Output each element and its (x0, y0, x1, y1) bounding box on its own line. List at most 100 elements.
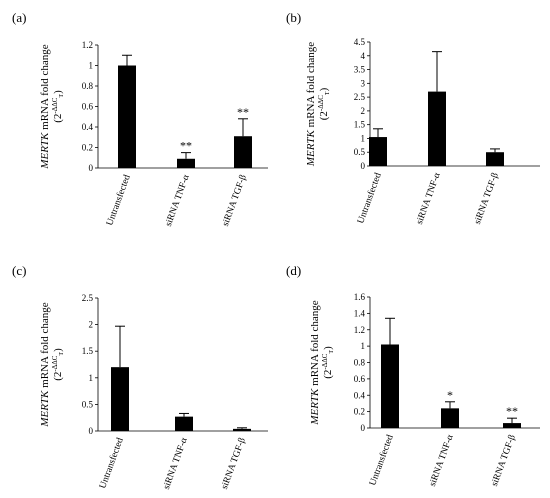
bar (428, 91, 446, 166)
bar (111, 367, 129, 431)
y-tick-label: 1.5 (82, 346, 94, 356)
y-tick-label: 1 (89, 61, 94, 71)
y-tick-label: 1 (361, 341, 366, 351)
y-axis-label: MERTK mRNA fold change (309, 300, 321, 425)
y-tick-label: 1 (361, 133, 366, 143)
formula-base: (2 (52, 114, 64, 123)
formula-close: ) (322, 346, 334, 350)
panel-label: (a) (12, 10, 26, 25)
y-axis-text: mRNA fold change (39, 302, 51, 390)
panel-label: (c) (12, 263, 26, 278)
bar (381, 344, 399, 428)
y-axis-label: MERTK mRNA fold change (39, 302, 51, 427)
formula-exponent: -ΔΔC (51, 97, 59, 113)
formula-exponent: -ΔΔC (317, 95, 325, 111)
bar (233, 428, 251, 431)
y-tick-label: 0.5 (82, 399, 94, 409)
y-tick-label: 0 (361, 423, 366, 433)
category-label: siRNA TNF-α (164, 174, 192, 228)
y-tick-label: 4 (361, 51, 366, 61)
chart-panel-4: (d) 0 0.2 0.4 0.6 0.8 1 1.2 1.4 1.6 Untransfected *… (286, 263, 540, 488)
formula-base: (2 (322, 370, 334, 379)
y-tick-label: 0.4 (82, 122, 94, 132)
y-tick-label: 1.5 (354, 120, 366, 130)
formula-close: ) (52, 348, 64, 352)
y-tick-label: 0.6 (354, 374, 366, 384)
bar (486, 152, 504, 166)
y-tick-label: 1.2 (82, 40, 93, 50)
category-label: siRNA TGF-β (490, 433, 518, 487)
formula-subscript: T (59, 352, 65, 356)
chart-panel-3: (c) 0 0.5 1 1.5 2 2.5 Untransfected siRNA TNF-α s… (12, 263, 268, 491)
category-label: siRNA TNF-α (428, 434, 456, 488)
category-label: Untransfected (104, 173, 133, 227)
category-label: siRNA TNF-α (415, 172, 443, 226)
y-tick-label: 2.5 (354, 92, 366, 102)
category-label: siRNA TGF-β (221, 173, 249, 227)
y-tick-label: 0.6 (82, 102, 94, 112)
formula-close: ) (318, 87, 330, 91)
y-tick-label: 2 (361, 106, 366, 116)
y-tick-label: 1.4 (354, 308, 366, 318)
formula-exponent: -ΔΔC (51, 355, 59, 371)
formula-subscript: T (59, 94, 65, 98)
y-axis-gene: MERTK (305, 129, 317, 167)
chart-panel-2: (b) 0 0.5 1 1.5 2 2.5 3 3.5 4 4.5 Untransfected siRN… (286, 10, 540, 226)
significance-marker: ** (237, 105, 249, 119)
y-axis-text: mRNA fold change (39, 44, 51, 132)
y-tick-label: 2 (89, 320, 94, 330)
formula-exponent: -ΔΔC (321, 353, 329, 369)
significance-marker: * (447, 388, 453, 402)
bar (118, 65, 136, 168)
y-tick-label: 0.5 (354, 147, 366, 157)
formula-base: (2 (318, 111, 330, 120)
bar (441, 408, 459, 428)
formula-close: ) (52, 90, 64, 94)
y-tick-label: 1 (89, 373, 94, 383)
category-label: Untransfected (355, 171, 384, 225)
y-axis-formula: (2-ΔΔCT) (321, 346, 335, 379)
y-axis-formula: (2-ΔΔCT) (317, 87, 331, 120)
y-tick-label: 0.2 (354, 407, 365, 417)
y-axis-label: MERTK mRNA fold change (305, 42, 317, 167)
category-label: siRNA TGF-β (473, 171, 501, 225)
bar (503, 423, 521, 428)
y-tick-label: 0.2 (82, 143, 93, 153)
y-tick-label: 0 (89, 163, 94, 173)
chart-panel-1: (a) 0 0.2 0.4 0.6 0.8 1 1.2 Untransfected ** siRNA… (12, 10, 268, 228)
y-axis-formula: (2-ΔΔCT) (51, 90, 65, 123)
panel-label: (b) (286, 10, 301, 25)
y-tick-label: 4.5 (354, 37, 366, 47)
y-axis-label: MERTK mRNA fold change (39, 44, 51, 169)
y-axis-formula: (2-ΔΔCT) (51, 348, 65, 381)
y-tick-label: 3.5 (354, 65, 366, 75)
significance-marker: ** (506, 404, 518, 418)
formula-subscript: T (329, 350, 335, 354)
y-tick-label: 0.8 (82, 81, 94, 91)
panel-label: (d) (286, 263, 301, 278)
y-tick-label: 0 (89, 426, 94, 436)
y-tick-label: 1.2 (354, 325, 365, 335)
y-axis-gene: MERTK (39, 132, 51, 170)
bar (369, 137, 387, 166)
y-axis-text: mRNA fold change (305, 42, 317, 130)
bar (177, 158, 195, 168)
y-tick-label: 1.6 (354, 292, 366, 302)
formula-subscript: T (325, 91, 331, 95)
category-label: Untransfected (367, 433, 396, 487)
bar (234, 136, 252, 168)
category-label: siRNA TGF-β (220, 436, 248, 490)
y-axis-gene: MERTK (309, 388, 321, 426)
formula-base: (2 (52, 372, 64, 381)
bar (175, 416, 193, 431)
y-tick-label: 0.4 (354, 390, 366, 400)
y-tick-label: 3 (361, 78, 366, 88)
category-label: Untransfected (97, 436, 126, 490)
significance-marker: ** (180, 139, 192, 153)
y-axis-gene: MERTK (39, 390, 51, 428)
y-tick-label: 2.5 (82, 293, 94, 303)
category-label: siRNA TNF-α (162, 437, 190, 491)
y-tick-label: 0 (361, 161, 366, 171)
y-axis-text: mRNA fold change (309, 300, 321, 388)
